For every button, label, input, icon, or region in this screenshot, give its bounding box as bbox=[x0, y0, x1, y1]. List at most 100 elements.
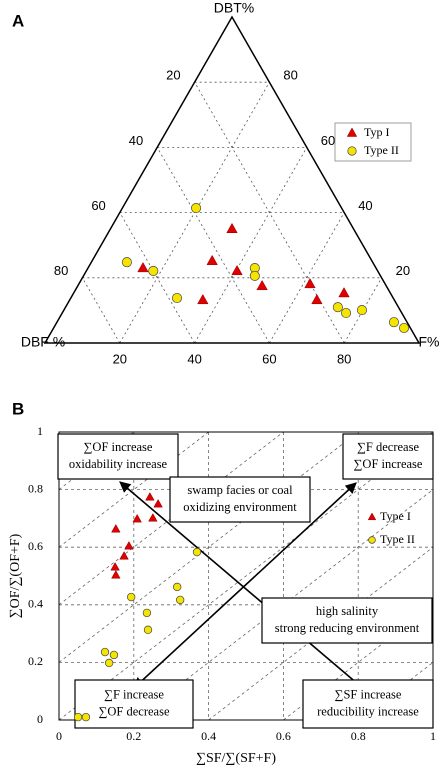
data-point bbox=[127, 592, 136, 602]
data-point bbox=[332, 302, 343, 313]
tick-label: 40 bbox=[129, 133, 143, 148]
x-tick-label: 1 bbox=[430, 729, 436, 743]
data-point bbox=[192, 547, 202, 557]
x-axis-label: ∑SF/∑(SF+F) bbox=[196, 751, 276, 766]
tick-label: 80 bbox=[337, 351, 351, 366]
data-point bbox=[249, 270, 260, 281]
tick-label: 40 bbox=[358, 198, 372, 213]
data-point bbox=[104, 658, 114, 668]
tick-label: 60 bbox=[262, 351, 276, 366]
y-axis-label: ∑OF/∑(OF+F) bbox=[8, 533, 23, 618]
data-point bbox=[148, 513, 158, 522]
data-point bbox=[119, 551, 129, 560]
data-point bbox=[206, 254, 218, 265]
data-point bbox=[109, 650, 119, 660]
y-tick-label: 1 bbox=[37, 424, 43, 438]
diagonal-line bbox=[208, 546, 434, 721]
data-point bbox=[142, 608, 152, 618]
annotation-text: high salinity bbox=[316, 604, 379, 618]
data-point bbox=[143, 625, 153, 635]
x-tick-label: 0.4 bbox=[201, 729, 216, 743]
y-tick-label: 0.2 bbox=[28, 654, 43, 668]
data-point bbox=[231, 264, 243, 276]
data-point bbox=[132, 513, 142, 523]
tick-label: 20 bbox=[166, 68, 180, 83]
annotation-box bbox=[169, 476, 311, 523]
data-point bbox=[311, 293, 323, 305]
data-point bbox=[145, 492, 155, 501]
x-tick-label: 0.8 bbox=[351, 729, 366, 743]
x-tick-label: 0.6 bbox=[276, 729, 291, 743]
arrows bbox=[119, 481, 373, 697]
diagonal-line bbox=[58, 431, 209, 548]
tick-label: 60 bbox=[91, 198, 105, 213]
data-point bbox=[256, 279, 268, 291]
data-point bbox=[356, 305, 367, 316]
data-point bbox=[191, 203, 202, 214]
data-point bbox=[388, 317, 399, 328]
data-point bbox=[173, 582, 182, 592]
data-point bbox=[73, 712, 83, 722]
data-point bbox=[81, 712, 91, 722]
grid-line bbox=[119, 212, 195, 344]
data-point bbox=[110, 562, 120, 571]
tick-label: 80 bbox=[283, 68, 297, 83]
annotation-text: ∑OF increase bbox=[354, 457, 423, 471]
annotation-text: reducibility increase bbox=[317, 704, 419, 718]
x-tick-label: 0.2 bbox=[126, 729, 141, 743]
legend-label: Type II bbox=[364, 143, 399, 157]
tick-label: 20 bbox=[396, 263, 410, 278]
y-tick-label: 0 bbox=[37, 712, 43, 726]
annotation-text: ∑F decrease bbox=[357, 440, 419, 454]
legend-marker bbox=[367, 512, 377, 521]
grid-line bbox=[194, 147, 308, 344]
data-point bbox=[100, 647, 110, 657]
annotation-text: ∑SF increase bbox=[335, 687, 402, 701]
data-point bbox=[148, 265, 159, 276]
data-point bbox=[341, 307, 352, 319]
legend-label: Type I bbox=[380, 509, 411, 523]
data-point bbox=[124, 541, 134, 550]
data-point bbox=[226, 222, 238, 233]
annotation-text: strong reducing environment bbox=[275, 621, 420, 635]
data-point bbox=[176, 595, 185, 605]
data-point bbox=[111, 524, 121, 533]
triangle-frame bbox=[43, 15, 421, 344]
legend-marker bbox=[368, 536, 376, 544]
axis-label: F% bbox=[419, 334, 440, 350]
panel-label: B bbox=[12, 399, 24, 418]
annotation-text: ∑F increase bbox=[104, 687, 164, 701]
grid-line bbox=[156, 147, 270, 344]
annotation-box bbox=[302, 679, 434, 729]
arrow bbox=[133, 482, 357, 689]
annotation-text: ∑OF increase bbox=[84, 440, 153, 454]
data-point bbox=[197, 293, 209, 305]
panel-label: A bbox=[12, 11, 24, 30]
annotation-box bbox=[261, 597, 433, 644]
data-point bbox=[338, 287, 350, 298]
tick-label: 40 bbox=[187, 351, 201, 366]
legend-label: Type II bbox=[380, 532, 415, 546]
x-tick-label: 0 bbox=[56, 729, 62, 743]
diagonal-line bbox=[58, 431, 284, 606]
legend-marker bbox=[346, 127, 358, 137]
y-tick-label: 0.4 bbox=[28, 597, 43, 611]
data-point bbox=[137, 262, 149, 273]
annotation-text: ∑OF decrease bbox=[98, 704, 169, 718]
tick-label: 60 bbox=[321, 133, 335, 148]
data-point bbox=[121, 257, 132, 268]
legend-marker bbox=[347, 146, 357, 156]
legend-label: Typ I bbox=[364, 125, 390, 139]
annotation-box bbox=[57, 433, 179, 480]
axis-label: DBT% bbox=[214, 0, 254, 16]
data-point bbox=[153, 498, 163, 508]
y-tick-label: 0.8 bbox=[28, 481, 43, 495]
annotation-text: oxidability increase bbox=[69, 457, 168, 471]
diagonal-line bbox=[357, 662, 434, 721]
annotation-box bbox=[342, 433, 434, 480]
data-point bbox=[399, 322, 410, 334]
annotation-text: swamp facies or coal bbox=[187, 483, 293, 497]
legend-box bbox=[334, 122, 412, 162]
plot-frame bbox=[58, 431, 434, 721]
